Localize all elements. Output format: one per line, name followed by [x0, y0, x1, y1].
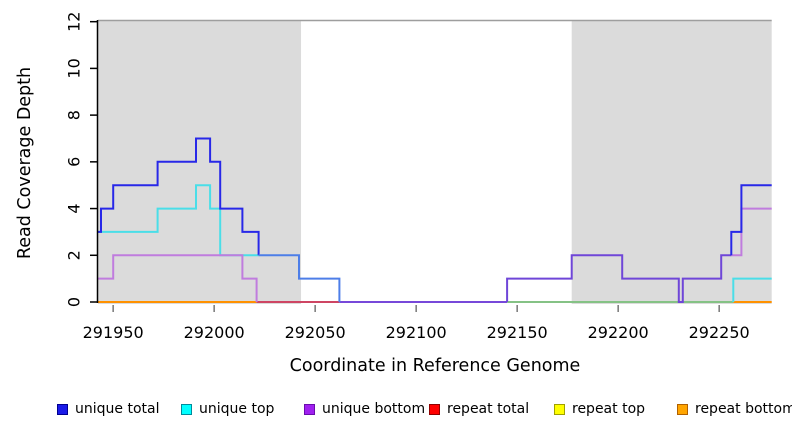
y-tick-label: 8 — [65, 110, 84, 120]
legend-label: repeat top — [572, 401, 646, 417]
legend-label: repeat bottom — [695, 401, 792, 417]
series-line-unique-total-cyan-overlap — [258, 254, 341, 302]
legend-swatch-unique-bottom — [304, 403, 315, 415]
legend-label: repeat total — [447, 401, 530, 417]
legend-swatch-unique-top — [181, 403, 192, 415]
x-tick-label: 292050 — [285, 323, 346, 342]
x-tick-label: 292150 — [487, 323, 548, 342]
legend-label: unique bottom — [322, 401, 426, 417]
legend-item-unique-top: unique top — [181, 399, 274, 419]
legend-swatch-repeat-top — [554, 403, 565, 415]
x-tick-label: 292250 — [689, 323, 750, 342]
legend-item-repeat-bottom: repeat bottom — [677, 399, 792, 419]
legend-item-unique-total: unique total — [57, 399, 159, 419]
series-line-unique-top-right — [732, 277, 772, 302]
legend-label: unique total — [75, 401, 160, 417]
legend-item-repeat-top: repeat top — [554, 399, 645, 419]
x-tick-label: 292100 — [386, 323, 447, 342]
legend-item-unique-bottom: unique bottom — [304, 399, 425, 419]
repeat-region-1 — [98, 20, 302, 304]
y-tick-label: 4 — [65, 203, 84, 213]
y-tick-label: 0 — [65, 297, 84, 307]
legend-item-repeat-total: repeat total — [429, 399, 529, 419]
y-tick-label: 6 — [65, 157, 84, 167]
x-tick-label: 291950 — [83, 323, 144, 342]
x-tick-label: 292200 — [588, 323, 649, 342]
repeat-region-2 — [571, 20, 772, 304]
legend-swatch-repeat-total — [429, 403, 440, 415]
legend-label: unique top — [199, 401, 275, 417]
legend: unique total unique top unique bottom repea… — [0, 399, 792, 421]
y-tick-label: 2 — [65, 250, 84, 260]
series-line-unique-total-right — [730, 184, 772, 256]
legend-swatch-unique-total — [57, 403, 68, 415]
series-line-unique-total-purple-overlap — [506, 254, 732, 303]
x-axis-title: Coordinate in Reference Genome — [290, 356, 581, 376]
legend-swatch-repeat-bottom — [677, 403, 688, 415]
x-tick-label: 292000 — [184, 323, 245, 342]
series-line-unique-bottom-left — [98, 254, 258, 302]
series-line-unique-top-left — [98, 184, 259, 257]
y-tick-label: 10 — [65, 58, 84, 78]
y-axis-title: Read Coverage Depth — [15, 67, 35, 259]
series-line-unique-total-left — [98, 137, 260, 256]
y-tick-label: 12 — [65, 12, 84, 32]
